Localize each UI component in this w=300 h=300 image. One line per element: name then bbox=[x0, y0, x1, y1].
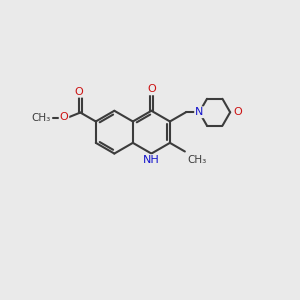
Text: O: O bbox=[234, 107, 242, 117]
Text: O: O bbox=[74, 87, 83, 97]
Text: NH: NH bbox=[143, 155, 160, 165]
Text: O: O bbox=[60, 112, 68, 122]
Text: CH₃: CH₃ bbox=[187, 155, 206, 165]
Text: O: O bbox=[147, 84, 156, 94]
Text: CH₃: CH₃ bbox=[32, 113, 51, 124]
Text: N: N bbox=[195, 107, 203, 117]
